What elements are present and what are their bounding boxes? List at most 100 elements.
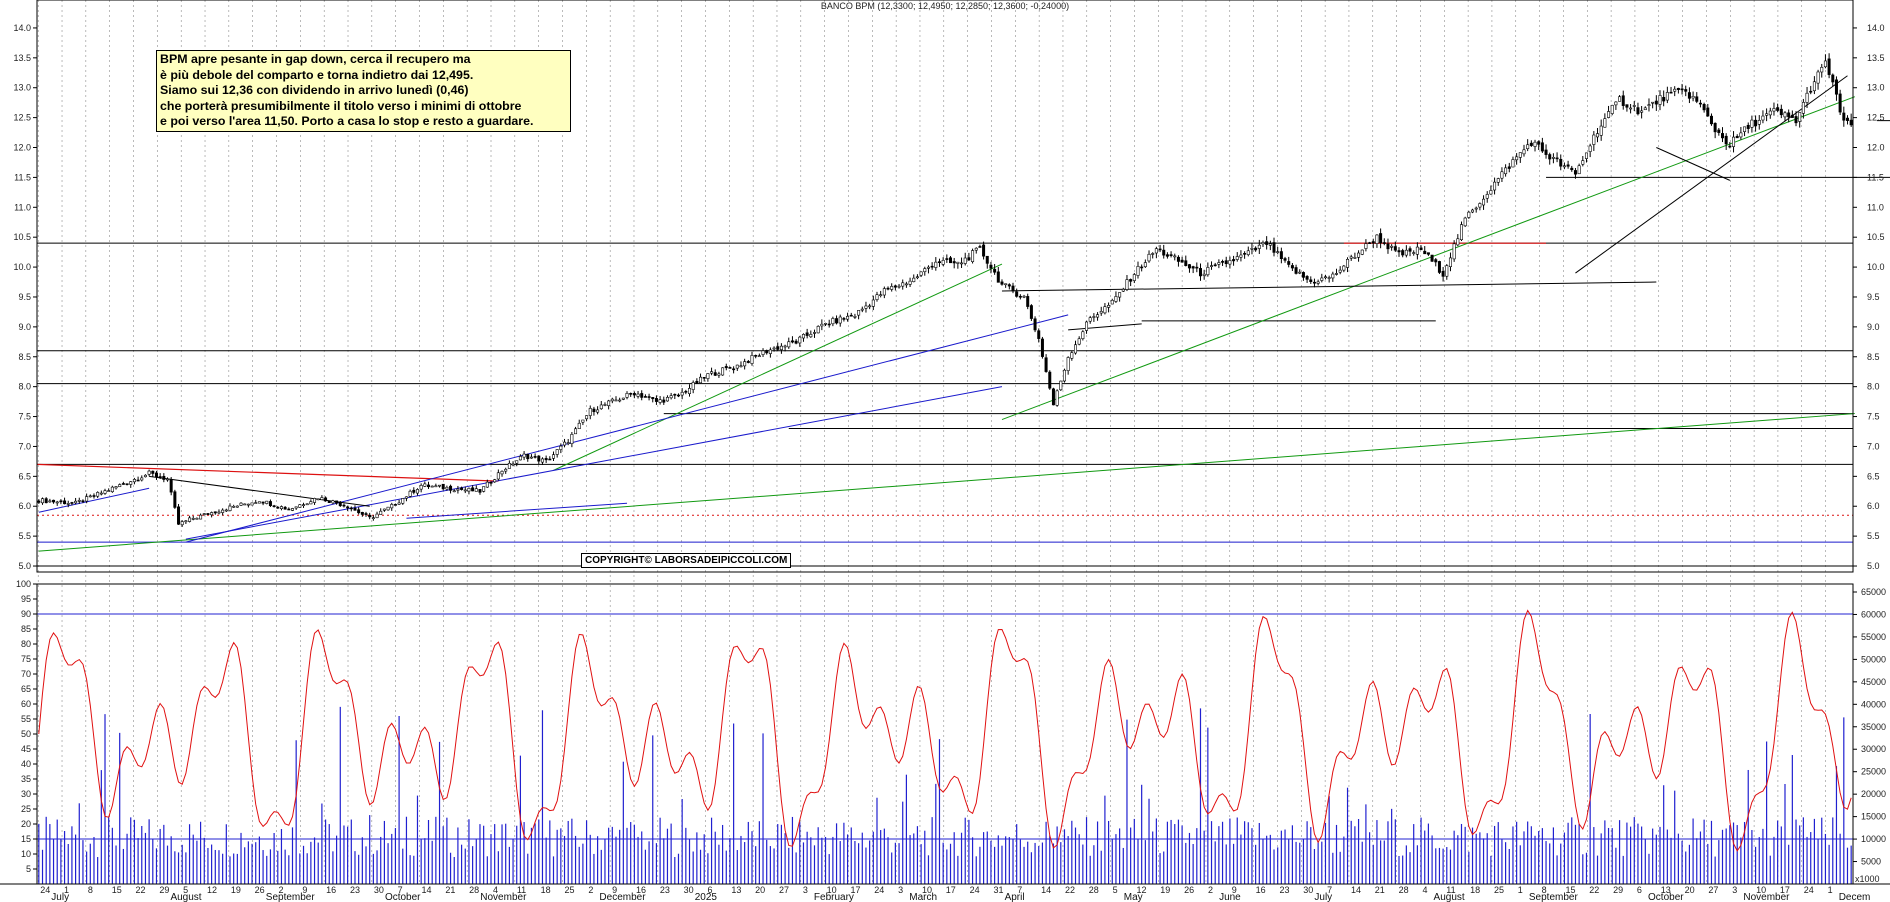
candle-body (1761, 115, 1765, 121)
candle-body (1437, 261, 1441, 273)
candle-body (1404, 249, 1408, 256)
candle-body (1246, 250, 1250, 255)
candle-body (846, 316, 850, 320)
candle-body (1765, 113, 1769, 116)
candle-body (1507, 166, 1511, 169)
x-day-label: 17 (946, 885, 956, 895)
osc-tick-label: 55 (21, 714, 31, 724)
vol-tick-label: 50000 (1861, 654, 1886, 664)
y-tick-label: 12.5 (13, 113, 31, 123)
x-month-label: June (1219, 892, 1241, 902)
candle-body (1629, 107, 1633, 110)
candle-body (529, 456, 533, 459)
candle-body (1335, 273, 1339, 275)
candle-body (313, 498, 317, 503)
candle-body (393, 504, 397, 506)
candle-body (482, 486, 486, 492)
x-day-label: 24 (40, 885, 50, 895)
x-day-label: 15 (1565, 885, 1575, 895)
x-month-label: 2025 (695, 892, 718, 902)
candle-body (276, 506, 280, 509)
candle-body (471, 487, 475, 492)
x-day-label: 1 (1518, 885, 1523, 895)
candle-body (85, 496, 89, 502)
x-day-label: 11 (1446, 885, 1455, 895)
x-day-label: 6 (707, 885, 712, 895)
candle-body (191, 518, 195, 520)
y-tick-label: 10.0 (13, 262, 31, 272)
candle-body (1665, 92, 1669, 101)
candle-body (206, 513, 210, 515)
candle-body (166, 478, 170, 481)
candle-body (544, 458, 548, 461)
candle-body (1375, 234, 1379, 244)
osc-tick-label: 80 (21, 639, 31, 649)
candle-body (415, 489, 419, 494)
candle-body (982, 244, 986, 257)
candle-body (757, 355, 761, 358)
candle-body (1419, 247, 1423, 251)
candle-body (1029, 305, 1033, 319)
candle-body (338, 501, 342, 507)
x-day-label: 22 (1589, 885, 1599, 895)
candle-body (963, 257, 967, 264)
candle-body (1327, 277, 1331, 279)
y-tick-label-right: 6.5 (1867, 471, 1880, 481)
candle-body (1184, 260, 1188, 266)
candle-body (1801, 102, 1805, 114)
candle-body (1676, 87, 1680, 90)
candle-body (993, 268, 997, 273)
x-day-label: 23 (350, 885, 360, 895)
candle-body (1206, 267, 1210, 276)
candle-body (563, 441, 567, 446)
candle-body (1816, 71, 1820, 84)
candle-body (511, 463, 515, 466)
x-day-label: 12 (1136, 885, 1146, 895)
y-tick-label-right: 8.5 (1867, 352, 1880, 362)
x-day-label: 4 (1422, 885, 1427, 895)
candle-body (1779, 108, 1783, 116)
candle-body (1827, 58, 1831, 75)
candle-body (180, 521, 184, 526)
y-tick-label-right: 13.0 (1867, 83, 1885, 93)
candle-body (1114, 296, 1118, 302)
candle-body (710, 371, 714, 374)
candle-body (129, 481, 133, 485)
candle-body (210, 512, 214, 516)
candle-body (107, 490, 111, 492)
y-tick-label-right: 10.0 (1867, 262, 1885, 272)
candle-body (592, 408, 596, 413)
candle-body (996, 271, 1000, 283)
candle-body (52, 499, 56, 503)
x-day-label: 7 (1017, 885, 1022, 895)
candle-body (1746, 124, 1750, 129)
candle-body (570, 434, 574, 444)
candle-body (1691, 96, 1695, 99)
chart-title: BANCO BPM (12,3300; 12,4950; 12,2850; 12… (820, 1, 1070, 11)
candle-body (298, 504, 302, 508)
candle-body (1331, 273, 1335, 279)
candle-body (63, 500, 67, 505)
candle-body (713, 372, 717, 376)
candle-body (875, 294, 879, 300)
candle-body (1809, 90, 1813, 93)
x-day-label: 24 (1804, 885, 1814, 895)
y-tick-label: 5.0 (18, 561, 31, 571)
candle-body (882, 288, 886, 296)
y-tick-label-right: 11.0 (1867, 202, 1884, 212)
candle-body (235, 505, 239, 508)
candle-body (390, 504, 394, 509)
x-day-label: 23 (660, 885, 670, 895)
x-day-label: 25 (564, 885, 574, 895)
candle-body (805, 332, 809, 336)
candle-body (250, 502, 254, 506)
trendline (1068, 323, 1142, 331)
x-day-label: 10 (1756, 885, 1766, 895)
x-month-label: April (1005, 892, 1025, 902)
candle-body (1526, 144, 1530, 150)
osc-tick-label: 70 (21, 669, 31, 679)
candle-body (1062, 369, 1066, 382)
candle-body (1007, 284, 1011, 287)
candle-body (404, 496, 408, 499)
